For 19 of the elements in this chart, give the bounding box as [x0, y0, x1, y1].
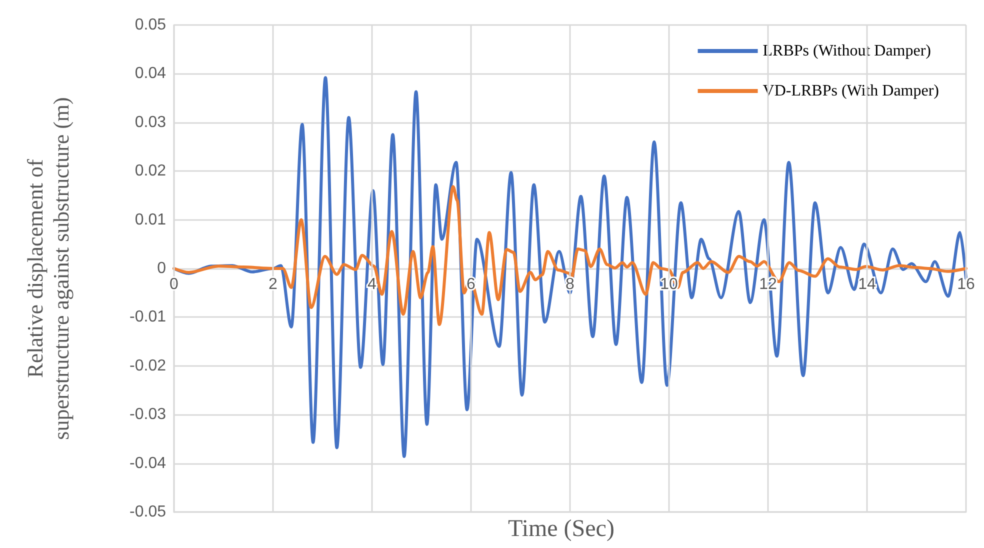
x-tick-label: 16 [957, 276, 975, 293]
y-tick-label: 0.04 [134, 65, 166, 82]
x-axis-title: Time (Sec) [508, 516, 614, 542]
y-axis-title: Relative displacement of superstructure against substructure (m) [22, 97, 74, 440]
y-tick-label: -0.01 [130, 308, 166, 326]
y-tick-label: -0.05 [130, 504, 166, 520]
y-tick-label: -0.03 [130, 406, 166, 424]
x-tick-label: 0 [170, 276, 179, 293]
y-tick-label: -0.02 [130, 357, 166, 374]
y-tick-label: 0.02 [134, 162, 166, 180]
legend-label: LRBPs (Without Damper) [762, 42, 932, 60]
y-tick-label: 0.03 [134, 114, 166, 131]
x-tick-label: 2 [268, 276, 278, 293]
y-tick-label: 0 [157, 260, 166, 277]
y-tick-label: 0.01 [134, 211, 166, 228]
x-tick-label: 14 [858, 276, 876, 293]
y-tick-label: -0.04 [130, 454, 166, 472]
y-tick-label: 0.05 [134, 16, 166, 34]
legend-label: VD-LRBPs (With Damper) [762, 82, 939, 100]
